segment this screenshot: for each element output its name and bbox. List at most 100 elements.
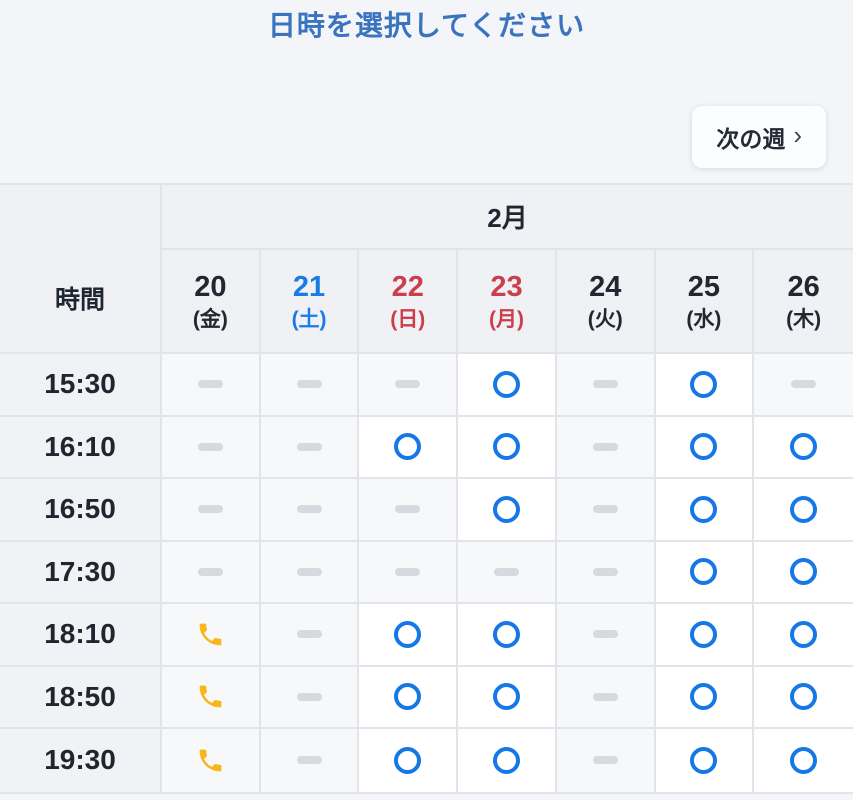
unavailable-dash-icon bbox=[592, 505, 618, 514]
time-label-16:50: 16:50 bbox=[0, 479, 162, 542]
available-circle-icon bbox=[690, 683, 718, 711]
slot-19:30-day22-available[interactable] bbox=[359, 729, 459, 792]
slot-16:50-day25-available[interactable] bbox=[655, 479, 755, 542]
available-circle-icon bbox=[492, 370, 520, 398]
slot-16:50-day26-available[interactable] bbox=[754, 479, 853, 542]
slot-18:10-day21-unavailable bbox=[260, 604, 360, 667]
available-circle-icon bbox=[394, 433, 422, 461]
phone-icon bbox=[199, 685, 222, 708]
time-label-15:30: 15:30 bbox=[0, 354, 162, 417]
available-circle-icon bbox=[690, 558, 718, 586]
unavailable-dash-icon bbox=[296, 442, 322, 451]
slot-15:30-day20-unavailable bbox=[162, 354, 261, 417]
available-circle-icon bbox=[790, 620, 818, 648]
chevron-right-icon: › bbox=[793, 120, 802, 150]
slot-18:10-day22-available[interactable] bbox=[359, 604, 459, 667]
slot-15:30-day25-available[interactable] bbox=[655, 354, 755, 417]
slot-16:50-day22-unavailable bbox=[359, 479, 459, 542]
day-weekday: (金) bbox=[192, 307, 228, 331]
slot-16:10-day23-available[interactable] bbox=[458, 416, 557, 479]
day-number: 20 bbox=[194, 270, 227, 303]
slot-16:50-day21-unavailable bbox=[260, 479, 360, 542]
slot-18:10-day26-available[interactable] bbox=[754, 604, 853, 667]
slot-16:10-day26-available[interactable] bbox=[754, 416, 853, 479]
slot-18:50-day23-available[interactable] bbox=[458, 666, 557, 729]
slot-18:10-day20-phone[interactable] bbox=[162, 604, 261, 667]
day-number: 21 bbox=[292, 270, 326, 303]
slot-15:30-day21-unavailable bbox=[260, 354, 360, 417]
slot-18:50-day26-available[interactable] bbox=[754, 666, 853, 729]
schedule-table: 時間 2月 20 (金) 21 (土) 22 (日) 23 (月) 24 (火) 25 (水) 26 (木… bbox=[0, 183, 853, 794]
slot-16:10-day25-available[interactable] bbox=[655, 416, 755, 479]
slot-17:30-day23-unavailable bbox=[458, 541, 557, 604]
slot-16:10-day21-unavailable bbox=[260, 416, 360, 479]
day-number: 22 bbox=[391, 270, 424, 303]
available-circle-icon bbox=[492, 746, 520, 774]
next-week-label: 次の週 bbox=[716, 126, 786, 152]
slot-16:10-day22-available[interactable] bbox=[359, 416, 459, 479]
slot-16:50-day23-available[interactable] bbox=[458, 479, 557, 542]
phone-icon bbox=[199, 749, 222, 772]
slot-19:30-day26-available[interactable] bbox=[754, 729, 853, 792]
unavailable-dash-icon bbox=[592, 380, 618, 389]
unavailable-dash-icon bbox=[592, 442, 618, 451]
unavailable-dash-icon bbox=[592, 756, 618, 765]
day-header-25: 25 (水) bbox=[655, 250, 755, 354]
slot-18:10-day23-available[interactable] bbox=[458, 604, 557, 667]
slot-16:50-day24-unavailable bbox=[556, 479, 656, 542]
slot-16:10-day20-unavailable bbox=[162, 416, 261, 479]
day-header-22: 22 (日) bbox=[359, 250, 459, 354]
day-header-20: 20 (金) bbox=[162, 250, 261, 354]
day-weekday: (火) bbox=[587, 307, 623, 331]
unavailable-dash-icon bbox=[493, 567, 519, 576]
available-circle-icon bbox=[492, 683, 520, 711]
slot-19:30-day20-phone[interactable] bbox=[162, 729, 261, 792]
page-title: 日時を選択してください bbox=[267, 10, 586, 41]
slot-18:10-day25-available[interactable] bbox=[655, 604, 755, 667]
unavailable-dash-icon bbox=[395, 567, 421, 576]
available-circle-icon bbox=[492, 495, 520, 523]
slot-17:30-day26-available[interactable] bbox=[754, 541, 853, 604]
unavailable-dash-icon bbox=[592, 692, 618, 701]
available-circle-icon bbox=[790, 683, 818, 711]
slot-19:30-day24-unavailable bbox=[556, 729, 656, 792]
slot-15:30-day24-unavailable bbox=[556, 354, 656, 417]
slot-15:30-day23-available[interactable] bbox=[458, 354, 557, 417]
unavailable-dash-icon bbox=[197, 442, 223, 451]
slot-19:30-day23-available[interactable] bbox=[458, 729, 557, 792]
slot-18:50-day20-phone[interactable] bbox=[162, 666, 261, 729]
available-circle-icon bbox=[394, 620, 422, 648]
slot-18:50-day22-available[interactable] bbox=[359, 666, 459, 729]
day-weekday: (月) bbox=[488, 307, 524, 331]
available-circle-icon bbox=[690, 620, 718, 648]
slot-18:10-day24-unavailable bbox=[556, 604, 656, 667]
time-label-17:30: 17:30 bbox=[0, 541, 162, 604]
day-header-26: 26 (木) bbox=[754, 250, 853, 354]
day-weekday: (日) bbox=[390, 307, 426, 331]
unavailable-dash-icon bbox=[296, 756, 322, 765]
unavailable-dash-icon bbox=[592, 630, 618, 639]
unavailable-dash-icon bbox=[197, 567, 223, 576]
slot-15:30-day26-unavailable bbox=[754, 354, 853, 417]
available-circle-icon bbox=[690, 495, 718, 523]
time-label-19:30: 19:30 bbox=[0, 729, 162, 792]
time-label-18:10: 18:10 bbox=[0, 604, 162, 667]
slot-17:30-day24-unavailable bbox=[556, 541, 656, 604]
unavailable-dash-icon bbox=[296, 630, 322, 639]
day-header-24: 24 (火) bbox=[556, 250, 656, 354]
day-header-23: 23 (月) bbox=[458, 250, 557, 354]
available-circle-icon bbox=[690, 746, 718, 774]
unavailable-dash-icon bbox=[296, 567, 322, 576]
available-circle-icon bbox=[492, 620, 520, 648]
unavailable-dash-icon bbox=[296, 380, 322, 389]
day-weekday: (木) bbox=[786, 307, 822, 331]
available-circle-icon bbox=[790, 495, 818, 523]
day-number: 23 bbox=[490, 270, 523, 303]
next-week-button[interactable]: 次の週 › bbox=[692, 106, 826, 168]
slot-17:30-day25-available[interactable] bbox=[655, 541, 755, 604]
day-weekday: (水) bbox=[686, 307, 722, 331]
slot-18:50-day25-available[interactable] bbox=[655, 666, 755, 729]
slot-19:30-day25-available[interactable] bbox=[655, 729, 755, 792]
day-number: 24 bbox=[589, 270, 622, 303]
